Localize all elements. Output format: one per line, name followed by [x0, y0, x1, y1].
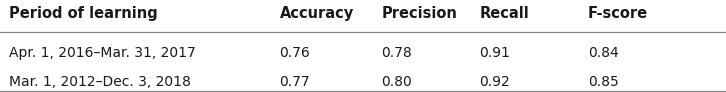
Text: 0.84: 0.84	[588, 46, 619, 60]
Text: F-score: F-score	[588, 6, 648, 21]
Text: 0.78: 0.78	[381, 46, 412, 60]
Text: Period of learning: Period of learning	[9, 6, 158, 21]
Text: Recall: Recall	[479, 6, 529, 21]
Text: 0.76: 0.76	[280, 46, 310, 60]
Text: Accuracy: Accuracy	[280, 6, 354, 21]
Text: Precision: Precision	[381, 6, 457, 21]
Text: Apr. 1, 2016–Mar. 31, 2017: Apr. 1, 2016–Mar. 31, 2017	[9, 46, 195, 60]
Text: 0.80: 0.80	[381, 75, 412, 89]
Text: Mar. 1, 2012–Dec. 3, 2018: Mar. 1, 2012–Dec. 3, 2018	[9, 75, 191, 89]
Text: 0.92: 0.92	[479, 75, 510, 89]
Text: 0.77: 0.77	[280, 75, 310, 89]
Text: 0.85: 0.85	[588, 75, 619, 89]
Text: 0.91: 0.91	[479, 46, 510, 60]
